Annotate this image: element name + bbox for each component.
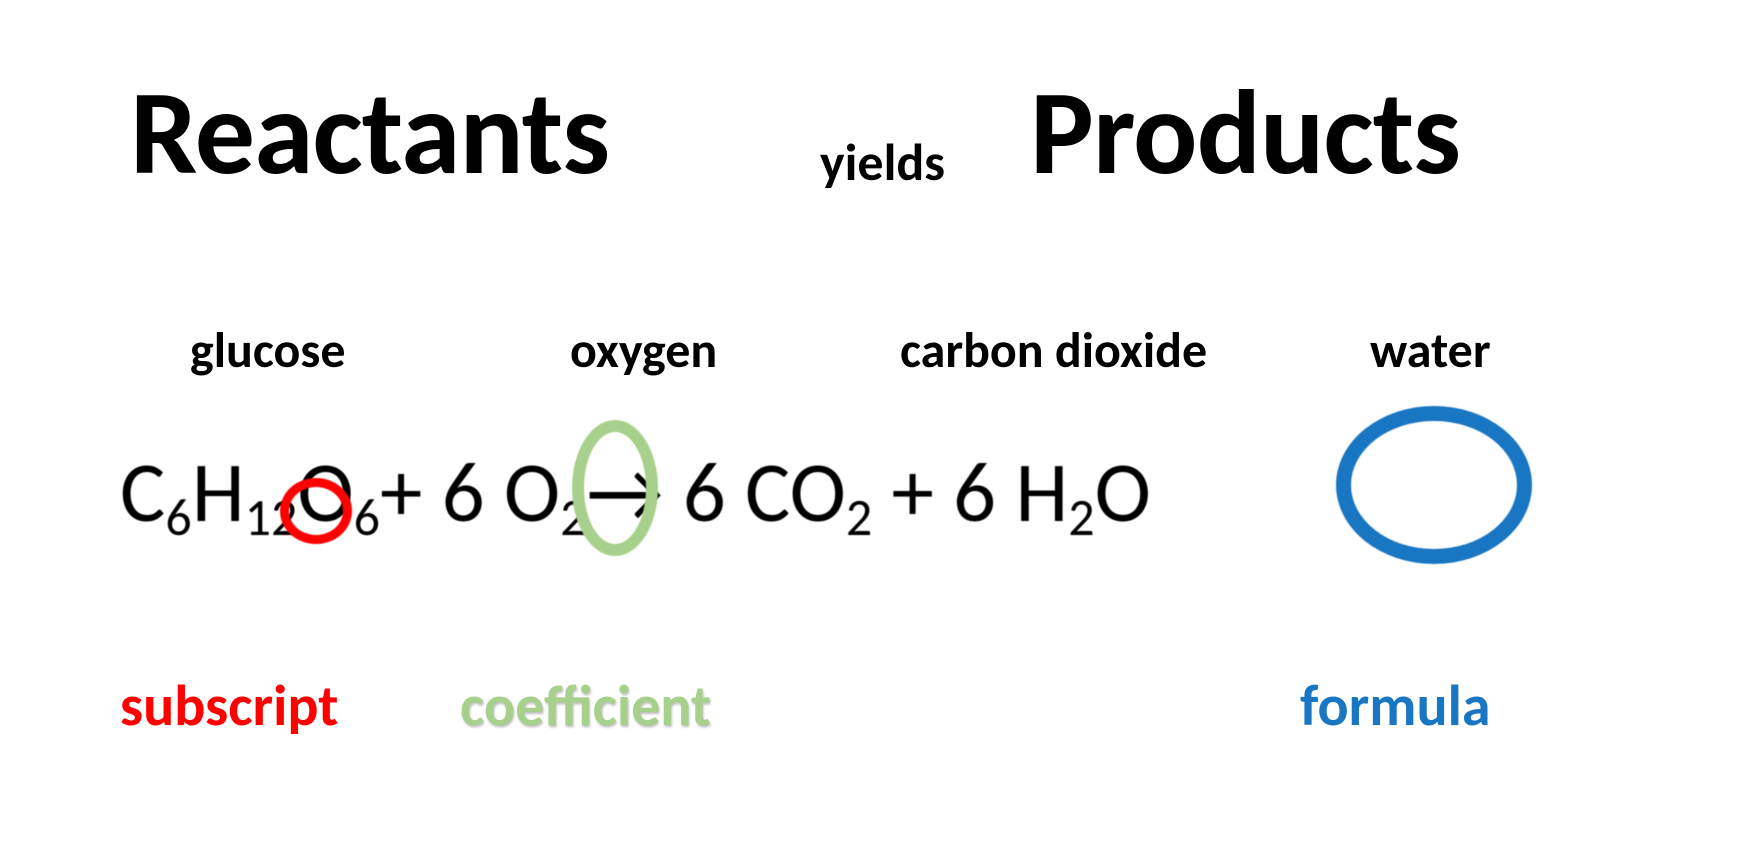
plus-1: + xyxy=(380,440,422,544)
label-oxygen: oxygen xyxy=(570,320,717,381)
formula-circle xyxy=(1336,406,1532,564)
water-sub: 2 xyxy=(1068,485,1094,549)
plus-2: + xyxy=(891,440,933,544)
annotation-coefficient: coefficient xyxy=(460,670,711,741)
water-H: H xyxy=(1015,440,1068,544)
glucose-C: C xyxy=(120,440,165,544)
co2-C: C xyxy=(745,440,790,544)
glucose-C-sub: 6 xyxy=(165,485,191,549)
co2-coef: 6 xyxy=(683,440,726,544)
water-coef: 6 xyxy=(953,440,996,544)
label-glucose: glucose xyxy=(190,320,346,381)
diagram-canvas: Reactants yields Products glucose oxygen… xyxy=(0,0,1752,859)
label-carbon-dioxide: carbon dioxide xyxy=(900,320,1207,381)
coefficient-circle xyxy=(572,420,658,556)
oxygen-coef: 6 xyxy=(442,440,485,544)
title-reactants: Reactants xyxy=(130,60,609,206)
annotation-formula: formula xyxy=(1300,670,1490,741)
title-yields: yields xyxy=(820,130,945,194)
title-products: Products xyxy=(1030,60,1460,206)
co2-O: O xyxy=(790,440,846,544)
annotation-subscript: subscript xyxy=(120,670,338,741)
oxygen-sym: O xyxy=(504,440,560,544)
water-O: O xyxy=(1095,440,1151,544)
glucose-H: H xyxy=(192,440,245,544)
subscript-circle xyxy=(280,478,352,544)
glucose-O-sub: 6 xyxy=(354,485,380,549)
co2-sub: 2 xyxy=(846,485,872,549)
label-water: water xyxy=(1370,320,1491,381)
